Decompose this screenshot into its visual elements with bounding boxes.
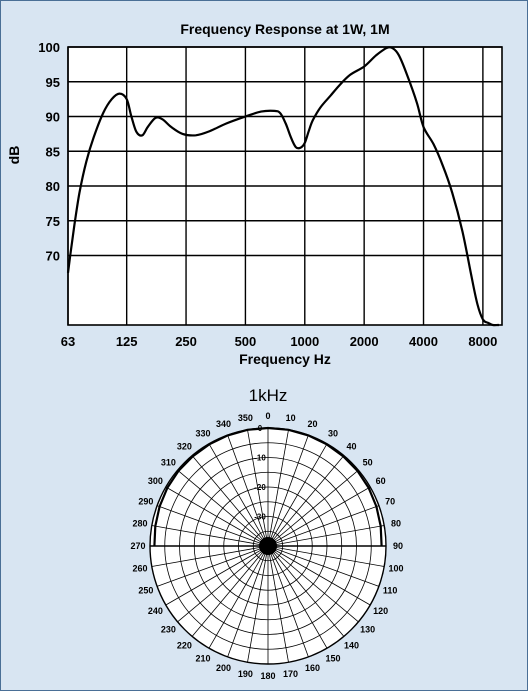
angle-label: 60: [376, 476, 386, 486]
y-tick-label: 100: [38, 40, 60, 55]
angle-label: 240: [148, 606, 163, 616]
polar-spoke: [267, 545, 380, 587]
angle-label: 90: [393, 541, 403, 551]
angle-label: 190: [238, 669, 253, 679]
grid: [67, 46, 503, 326]
polar-spoke: [267, 545, 289, 663]
polar-spoke: [267, 429, 289, 547]
polar-spoke: [267, 443, 328, 547]
polar-title: 1kHz: [249, 386, 288, 405]
polar-spoke: [177, 469, 269, 547]
polar-spoke: [267, 469, 359, 547]
polar-spoke: [177, 545, 269, 623]
angle-label: 320: [177, 441, 192, 451]
angle-label: 350: [238, 413, 253, 423]
angle-label: 100: [389, 564, 404, 574]
polar-spoke: [267, 545, 385, 567]
angle-label: 210: [195, 654, 210, 664]
angle-label: 80: [391, 518, 401, 528]
angle-label: 150: [325, 654, 340, 664]
polar-spoke: [267, 505, 380, 547]
angle-label: 120: [373, 606, 388, 616]
y-axis-label: dB: [6, 146, 22, 165]
polar-spoke: [165, 545, 269, 606]
angle-label: 50: [363, 457, 373, 467]
angle-label: 270: [130, 541, 145, 551]
angle-label: 70: [385, 497, 395, 507]
y-tick-label: 85: [46, 144, 60, 159]
chart-title: Frequency Response at 1W, 1M: [180, 21, 389, 37]
polar-spoke: [267, 545, 309, 658]
angle-label: 290: [138, 497, 153, 507]
angle-label: 10: [286, 413, 296, 423]
y-tick-label: 95: [46, 75, 60, 90]
x-tick-label: 4000: [409, 334, 438, 349]
angle-label: 140: [344, 641, 359, 651]
angle-label: 40: [347, 441, 357, 451]
angle-label: 0: [265, 411, 270, 421]
x-tick-label: 8000: [468, 334, 497, 349]
polar-spoke: [227, 434, 269, 547]
x-tick-label: 2000: [350, 334, 379, 349]
x-axis-label: Frequency Hz: [239, 351, 331, 367]
polar-spoke: [208, 545, 269, 649]
polar-spoke: [191, 545, 269, 637]
polar-spoke: [227, 545, 269, 658]
polar-pattern-line: [153, 426, 383, 547]
polar-spoke: [267, 545, 328, 649]
polar-spoke: [156, 505, 269, 547]
angle-label: 160: [305, 663, 320, 673]
angle-label: 310: [161, 457, 176, 467]
polar-spoke: [267, 486, 371, 547]
plot-frame: [67, 46, 503, 326]
x-tick-label: 1000: [290, 334, 319, 349]
angle-label: 280: [132, 518, 147, 528]
angle-label: 110: [383, 585, 398, 595]
polar-spoke: [267, 434, 309, 547]
angle-label: 330: [195, 428, 210, 438]
angle-label: 170: [283, 669, 298, 679]
angle-label: 20: [307, 419, 317, 429]
angle-label: 260: [132, 564, 147, 574]
angle-label: 200: [216, 663, 231, 673]
y-tick-label: 70: [46, 249, 60, 264]
y-tick-labels: 100 95 90 85 80 75 70: [38, 40, 60, 264]
polar-spoke: [208, 443, 269, 547]
angle-label: 250: [138, 585, 153, 595]
angle-label: 30: [328, 428, 338, 438]
polar-spoke: [267, 545, 359, 623]
y-tick-label: 80: [46, 179, 60, 194]
polar-spoke: [267, 545, 345, 637]
polar-spoke: [267, 455, 345, 547]
angle-label: 300: [148, 476, 163, 486]
radial-label: -20: [254, 483, 266, 492]
x-tick-labels: 63 125 250 500 1000 2000 4000 8000: [61, 334, 498, 349]
x-tick-label: 63: [61, 334, 75, 349]
polar-spoke: [267, 525, 385, 547]
polar-spoke: [191, 455, 269, 547]
polar-spoke: [156, 545, 269, 587]
angle-label: 340: [216, 419, 231, 429]
angle-label: 130: [360, 625, 375, 635]
series-line-response: [66, 46, 499, 327]
angle-label: 230: [161, 625, 176, 635]
x-tick-label: 250: [175, 334, 197, 349]
radial-label: -30: [254, 513, 266, 522]
polar-spoke: [267, 545, 371, 606]
y-tick-label: 75: [46, 214, 60, 229]
angle-label: 220: [177, 641, 192, 651]
x-tick-label: 500: [235, 334, 257, 349]
angle-label: 180: [260, 671, 275, 681]
y-tick-label: 90: [46, 110, 60, 125]
x-tick-label: 125: [116, 334, 138, 349]
polar-spoke: [247, 429, 269, 547]
radial-label: -10: [254, 454, 266, 463]
polar-spoke: [165, 486, 269, 547]
polar-spoke: [247, 545, 269, 663]
polar-spoke: [151, 525, 269, 547]
polar-spoke: [151, 545, 269, 567]
